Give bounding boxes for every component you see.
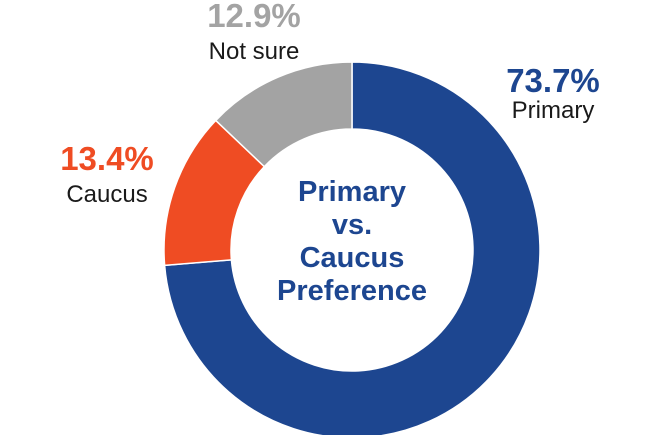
chart-center-title: Primary vs. Caucus Preference bbox=[277, 176, 427, 307]
slice-label-primary-value: 73.7% bbox=[506, 62, 600, 99]
slice-label-caucus-value: 13.4% bbox=[60, 140, 154, 177]
center-title-line-2: vs. bbox=[332, 209, 372, 241]
center-title-line-1: Primary bbox=[298, 176, 406, 208]
slice-label-not-sure-name: Not sure bbox=[209, 38, 300, 65]
donut-slices bbox=[163, 61, 541, 435]
donut-slice-not-sure bbox=[214, 61, 353, 168]
slice-label-caucus-name: Caucus bbox=[66, 181, 147, 208]
center-title-line-4: Preference bbox=[277, 275, 427, 307]
slice-label-primary-name: Primary bbox=[512, 97, 595, 124]
donut-slice-primary bbox=[163, 61, 541, 435]
center-title-line-3: Caucus bbox=[300, 242, 405, 274]
slice-label-not-sure-value: 12.9% bbox=[207, 0, 301, 34]
